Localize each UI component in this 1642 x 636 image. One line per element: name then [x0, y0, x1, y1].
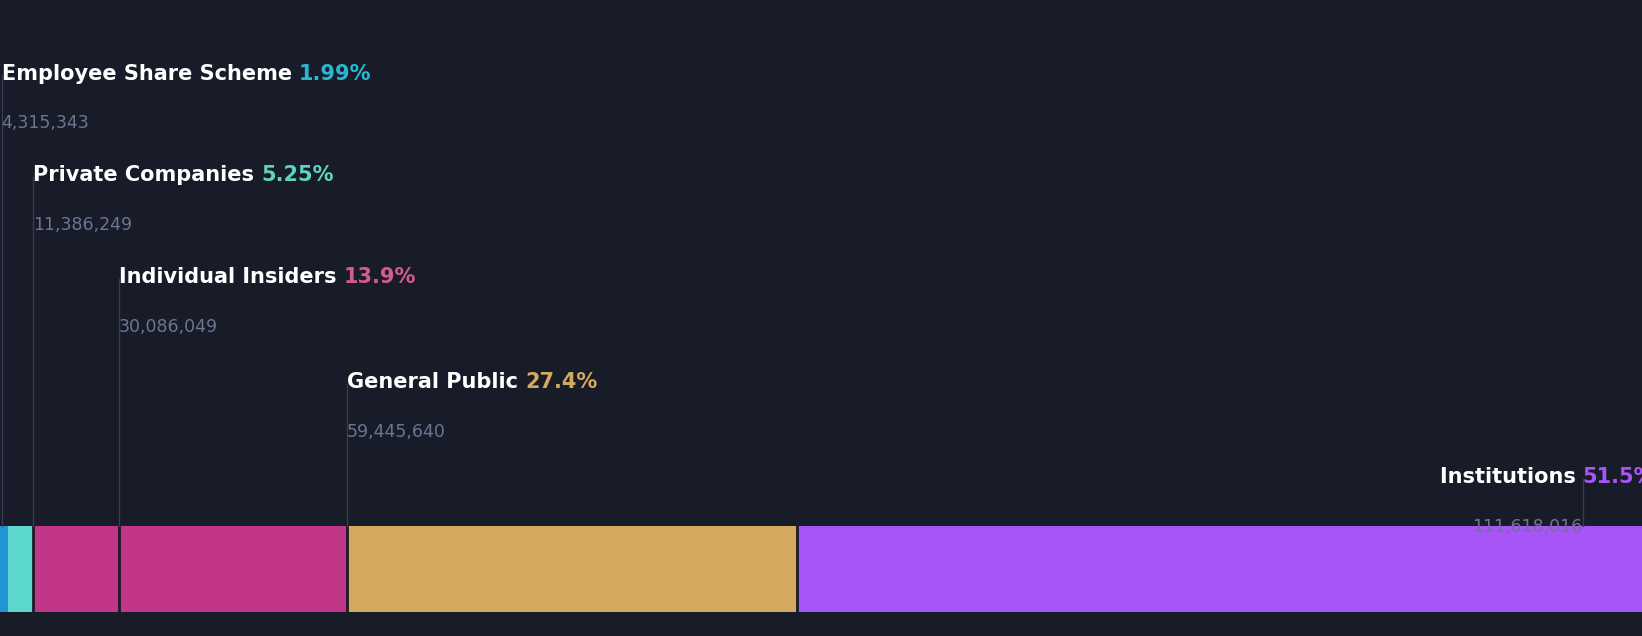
- Bar: [0, 526, 8, 612]
- Text: Employee Share Scheme: Employee Share Scheme: [2, 64, 299, 83]
- Text: 5.25%: 5.25%: [261, 165, 333, 185]
- Text: 4,315,343: 4,315,343: [2, 114, 89, 132]
- Text: Individual Insiders: Individual Insiders: [118, 267, 343, 287]
- Bar: [8, 526, 33, 612]
- Text: 59,445,640: 59,445,640: [346, 423, 447, 441]
- Text: 30,086,049: 30,086,049: [118, 318, 218, 336]
- Bar: [796, 526, 1642, 612]
- Bar: [346, 526, 796, 612]
- Text: General Public: General Public: [346, 372, 525, 392]
- Text: 111,618,016: 111,618,016: [1473, 518, 1583, 536]
- Text: 51.5%: 51.5%: [1583, 467, 1642, 487]
- Text: 27.4%: 27.4%: [525, 372, 598, 392]
- Bar: [118, 526, 346, 612]
- Bar: [33, 526, 118, 612]
- Text: 11,386,249: 11,386,249: [33, 216, 131, 234]
- Text: Institutions: Institutions: [1440, 467, 1583, 487]
- Text: 13.9%: 13.9%: [343, 267, 415, 287]
- Text: Private Companies: Private Companies: [33, 165, 261, 185]
- Text: 1.99%: 1.99%: [299, 64, 371, 83]
